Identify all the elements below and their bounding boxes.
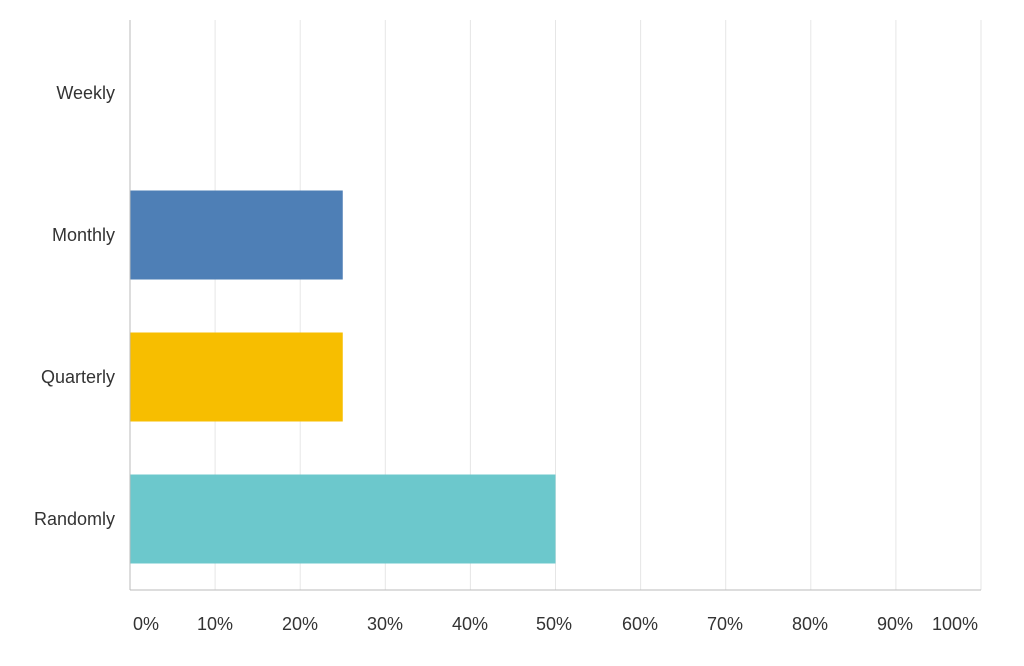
bar-quarterly <box>130 332 343 422</box>
x-tick-label: 90% <box>877 614 913 634</box>
x-tick-label: 80% <box>792 614 828 634</box>
x-tick-label: 30% <box>367 614 403 634</box>
category-label-randomly: Randomly <box>34 509 115 529</box>
x-tick-label: 40% <box>452 614 488 634</box>
bar-randomly <box>130 474 556 564</box>
bar-monthly <box>130 190 343 280</box>
category-label-quarterly: Quarterly <box>41 367 115 387</box>
axes <box>129 20 981 591</box>
x-tick-label: 70% <box>707 614 743 634</box>
category-label-monthly: Monthly <box>52 225 115 245</box>
category-label-weekly: Weekly <box>56 83 115 103</box>
x-tick-label: 10% <box>197 614 233 634</box>
x-tick-label: 100% <box>932 614 978 634</box>
x-tick-label: 20% <box>282 614 318 634</box>
x-tick-label: 60% <box>622 614 658 634</box>
x-tick-label: 50% <box>536 614 572 634</box>
bars <box>130 190 556 564</box>
gridlines <box>214 20 982 590</box>
x-tick-label: 0% <box>133 614 159 634</box>
labels: Weekly Monthly Quarterly Randomly 0% 10% 20% 30… <box>34 83 978 634</box>
